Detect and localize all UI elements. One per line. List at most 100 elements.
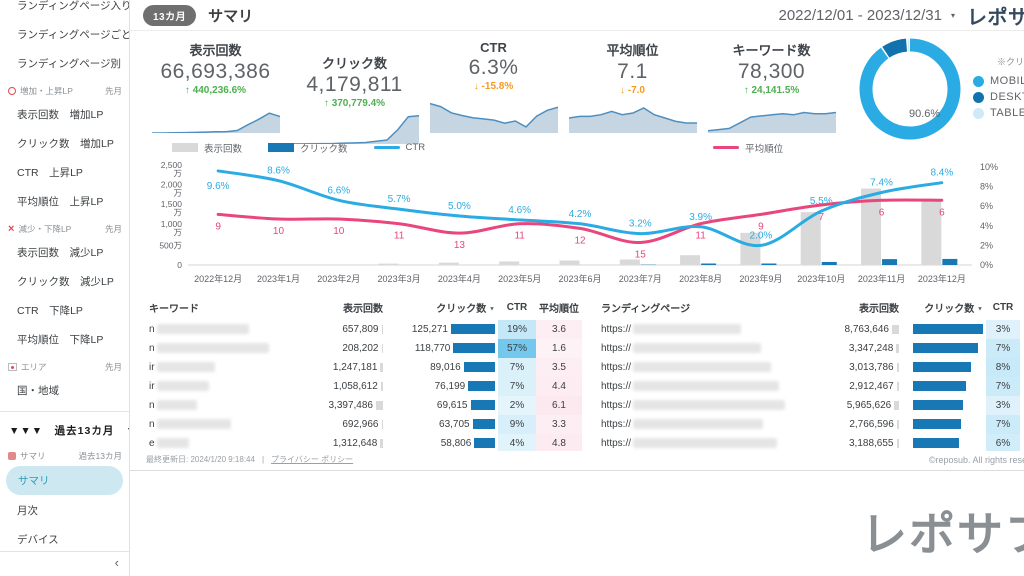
svg-text:0: 0 — [177, 260, 182, 270]
col-landing-page: ランディングページ — [601, 304, 691, 315]
page-title: サマリ — [208, 7, 254, 25]
clicks-cell: 63,705 — [386, 415, 498, 434]
sort-desc-icon: ▼ — [977, 306, 983, 313]
impressions-swatch-icon — [172, 143, 198, 152]
collapse-chevron-icon[interactable]: ‹ — [114, 555, 119, 570]
col-clicks-sort[interactable]: クリック数 ▼ — [436, 304, 495, 315]
impressions-bar — [619, 259, 640, 265]
ctr-cell: 7% — [498, 377, 536, 396]
sidebar-item-summary-1[interactable]: 月次 — [17, 505, 38, 517]
chevron-down-icon[interactable]: ▾ — [950, 10, 955, 20]
sidebar-item-decrease-1[interactable]: クリック数 減少LP — [17, 276, 114, 288]
svg-text:3.9%: 3.9% — [689, 212, 712, 223]
landing-page-table-row: https://2,912,467 7% — [598, 377, 1020, 396]
sidebar-item-summary-2[interactable]: デバイス — [17, 534, 59, 546]
landing-page-table-row: https://3,347,248 7% — [598, 339, 1020, 358]
impressions-bar — [680, 255, 701, 265]
kpi-sparkline — [151, 101, 280, 138]
svg-text:13: 13 — [454, 240, 466, 251]
col-ctr: CTR — [506, 302, 528, 313]
kpi-value: 7.1 — [617, 60, 648, 83]
clicks-cell: 76,199 — [386, 377, 498, 396]
landing-page-cell: https:// — [598, 358, 810, 377]
clicks-cell — [902, 434, 986, 451]
svg-text:2023年11月: 2023年11月 — [858, 273, 905, 284]
ctr-line — [216, 169, 944, 248]
impressions-cell: 3,188,655 — [810, 434, 902, 451]
sidebar-menu: ランディングページ入り... ランディングページごとの... ランディングページ別 … — [0, 0, 129, 551]
arrow-down-icon: ↓ — [473, 81, 479, 92]
svg-text:2023年10月: 2023年10月 — [797, 273, 845, 284]
landing-page-cell: https:// — [598, 339, 810, 358]
keyword-table-row: n 692,966 63,705 9% 3.3 — [146, 415, 582, 434]
svg-text:500万: 500万 — [159, 240, 182, 250]
sidebar-collapse[interactable]: ‹ — [0, 551, 129, 576]
redacted-url — [633, 381, 780, 392]
brand-logo: レポサブ — [967, 6, 1024, 29]
impressions-bar — [740, 232, 761, 265]
impressions-bar — [318, 264, 339, 265]
kpi-label: 平均順位 — [606, 43, 659, 58]
sidebar-item-decrease-3[interactable]: 平均順位 下降LP — [17, 334, 104, 346]
legend-item-mobile: MOBILE — [973, 75, 1024, 87]
increase-icon — [8, 87, 16, 95]
kpi-label: クリック数 — [321, 56, 387, 71]
redacted-url — [633, 324, 742, 335]
svg-text:5.0%: 5.0% — [448, 201, 471, 212]
sidebar-item-lp-1[interactable]: ランディングページごとの... — [17, 29, 129, 41]
sidebar-item-area-0[interactable]: 国・地域 — [17, 385, 59, 397]
last-updated: 最終更新日: 2024/1/20 9:18:44 — [146, 455, 255, 464]
landing-page-cell: https:// — [598, 377, 810, 396]
impressions-bar — [378, 263, 399, 265]
sidebar-item-increase-3[interactable]: 平均順位 上昇LP — [17, 196, 104, 208]
svg-text:4.6%: 4.6% — [508, 205, 531, 216]
position-cell: 4.4 — [536, 377, 582, 396]
redacted-keyword — [156, 362, 215, 373]
date-range-picker[interactable]: 2022/12/01 - 2023/12/31 ▾ — [779, 7, 956, 24]
sidebar-item-increase-2[interactable]: CTR 上昇LP — [17, 167, 83, 179]
svg-text:9.6%: 9.6% — [207, 181, 230, 192]
svg-text:7.4%: 7.4% — [870, 177, 893, 188]
ctr-cell: 9% — [498, 415, 536, 434]
ctr-cell: 6% — [986, 434, 1020, 451]
tables-row: キーワード 表示回数 クリック数 ▼ CTR 平均順位 n 657,809 125,… — [130, 290, 1024, 451]
sidebar-item-decrease-2[interactable]: CTR 下降LP — [17, 305, 83, 317]
svg-text:2022年12月: 2022年12月 — [194, 273, 242, 284]
impressions-bar — [800, 212, 821, 265]
arrow-up-icon: ↑ — [323, 98, 329, 109]
impressions-cell: 692,966 — [294, 415, 386, 434]
impressions-cell: 3,013,786 — [810, 358, 902, 377]
kpi-value: 4,179,811 — [306, 73, 403, 96]
impressions-bar — [861, 188, 882, 265]
clicks-cell — [902, 377, 986, 396]
device-donut-chart: 90.6% — [857, 36, 963, 142]
svg-text:10%: 10% — [980, 162, 998, 172]
sidebar-item-increase-1[interactable]: クリック数 増加LP — [17, 138, 114, 150]
sidebar-item-lp-2[interactable]: ランディングページ別 CT... — [17, 58, 129, 70]
sidebar-group-decrease: × 減少・下降LP 先月 — [8, 223, 122, 235]
clicks-cell: 69,615 — [386, 396, 498, 415]
privacy-policy-link[interactable]: プライバシー ポリシー — [271, 455, 354, 464]
kpi-delta: ↓ -7.0 — [619, 85, 645, 96]
sidebar-item-decrease-0[interactable]: 表示回数 減少LP — [17, 247, 104, 259]
col-clicks-sort[interactable]: クリック数 ▼ — [924, 304, 983, 315]
sidebar-item-summary-0[interactable]: サマリ — [6, 466, 123, 495]
sidebar-item-increase-0[interactable]: 表示回数 増加LP — [17, 109, 104, 121]
svg-text:8%: 8% — [980, 182, 993, 192]
combo-chart: 0 500万 1,000 万1,500 万2,000 万2,500 万 0% 2% 4% 6% 8% 1… — [159, 160, 998, 284]
redacted-keyword — [156, 400, 197, 411]
kpi-impressions: 表示回数 66,693,386 ↑ 440,236.6% — [146, 40, 285, 138]
date-range-value[interactable]: 2022/12/01 - 2023/12/31 — [778, 6, 942, 24]
ctr-swatch-icon — [373, 146, 400, 149]
kpi-sparkline — [290, 112, 419, 149]
redacted-keyword — [156, 324, 249, 335]
combo-chart-legend: 表示回数 クリック数 CTR 平均順位 — [144, 140, 1024, 155]
keyword-table-row: ir 1,058,612 76,199 7% 4.4 — [146, 377, 582, 396]
landing-page-table-row: https://2,766,596 7% — [598, 415, 1020, 434]
svg-text:11: 11 — [514, 231, 525, 242]
keyword-table-row: e 1,312,648 58,806 4% 4.8 — [146, 434, 582, 451]
sidebar-item-lp-0[interactable]: ランディングページ入り... — [17, 0, 129, 12]
landing-page-table: ランディングページ 表示回数 クリック数 ▼ CTR https://8,763… — [598, 296, 1020, 451]
